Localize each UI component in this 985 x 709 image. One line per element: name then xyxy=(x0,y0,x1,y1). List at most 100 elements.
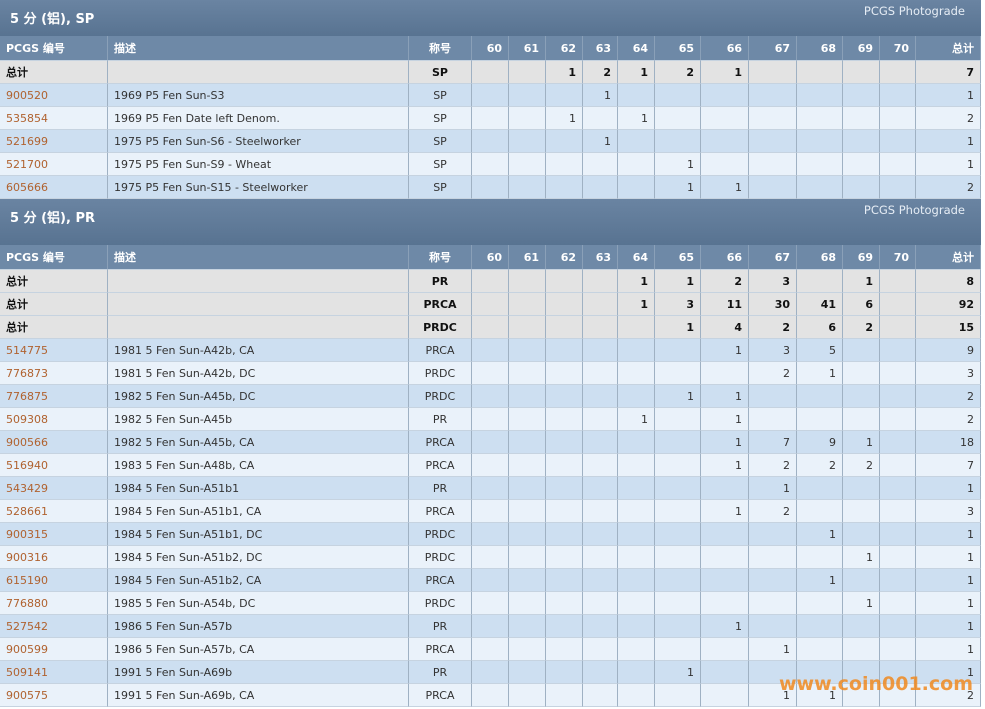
count xyxy=(546,431,583,454)
count: 1 xyxy=(916,153,981,176)
count: 1 xyxy=(916,592,981,615)
count xyxy=(618,316,655,339)
count xyxy=(655,592,701,615)
designation: PRCA xyxy=(409,500,472,523)
count: 1 xyxy=(618,107,655,130)
count xyxy=(880,615,916,638)
count xyxy=(618,431,655,454)
count: 18 xyxy=(916,431,981,454)
count xyxy=(472,546,509,569)
count xyxy=(618,362,655,385)
column-header: 61 xyxy=(509,36,546,61)
description: 1982 5 Fen Sun-A45b, DC xyxy=(108,385,409,408)
pcgs-number[interactable]: 509308 xyxy=(0,408,108,431)
designation: PRCA xyxy=(409,684,472,707)
count: 6 xyxy=(797,316,843,339)
pcgs-number[interactable]: 900566 xyxy=(0,431,108,454)
count xyxy=(509,61,546,84)
column-header: 67 xyxy=(749,36,797,61)
count xyxy=(509,130,546,153)
count xyxy=(618,339,655,362)
photograde-link[interactable]: PCGS Photograde xyxy=(863,4,965,18)
count xyxy=(701,661,749,684)
pcgs-number[interactable]: 543429 xyxy=(0,477,108,500)
count xyxy=(749,592,797,615)
photograde-link[interactable]: PCGS Photograde xyxy=(863,203,965,217)
count xyxy=(797,107,843,130)
count xyxy=(509,270,546,293)
count xyxy=(583,385,618,408)
count xyxy=(797,546,843,569)
count xyxy=(701,569,749,592)
count xyxy=(749,385,797,408)
count xyxy=(655,107,701,130)
pcgs-number[interactable]: 776873 xyxy=(0,362,108,385)
description: 1982 5 Fen Sun-A45b, CA xyxy=(108,431,409,454)
count: 2 xyxy=(797,454,843,477)
designation: PRCA xyxy=(409,638,472,661)
pcgs-number[interactable]: 605666 xyxy=(0,176,108,199)
designation: PRDC xyxy=(409,546,472,569)
count: 1 xyxy=(701,176,749,199)
pcgs-number[interactable]: 521700 xyxy=(0,153,108,176)
count xyxy=(509,569,546,592)
count xyxy=(880,684,916,707)
pcgs-number[interactable]: 776875 xyxy=(0,385,108,408)
pcgs-number[interactable]: 900575 xyxy=(0,684,108,707)
count xyxy=(583,569,618,592)
count: 1 xyxy=(916,661,981,684)
count: 1 xyxy=(618,408,655,431)
column-header: 描述 xyxy=(108,36,409,61)
description: 1969 P5 Fen Date left Denom. xyxy=(108,107,409,130)
description xyxy=(108,270,409,293)
count: 1 xyxy=(583,84,618,107)
count: 1 xyxy=(797,362,843,385)
description xyxy=(108,316,409,339)
count xyxy=(509,684,546,707)
column-header: 63 xyxy=(583,245,618,270)
count xyxy=(472,339,509,362)
pcgs-number[interactable]: 900316 xyxy=(0,546,108,569)
count xyxy=(618,523,655,546)
pcgs-number[interactable]: 516940 xyxy=(0,454,108,477)
count xyxy=(583,638,618,661)
count xyxy=(880,638,916,661)
pcgs-number[interactable]: 776880 xyxy=(0,592,108,615)
pcgs-number[interactable]: 900599 xyxy=(0,638,108,661)
description: 1983 5 Fen Sun-A48b, CA xyxy=(108,454,409,477)
count xyxy=(546,500,583,523)
pcgs-number[interactable]: 521699 xyxy=(0,130,108,153)
count xyxy=(749,546,797,569)
count xyxy=(618,84,655,107)
count: 15 xyxy=(916,316,981,339)
pcgs-number[interactable]: 509141 xyxy=(0,661,108,684)
pcgs-number[interactable]: 615190 xyxy=(0,569,108,592)
pcgs-number[interactable]: 900315 xyxy=(0,523,108,546)
count: 1 xyxy=(655,153,701,176)
count xyxy=(843,130,880,153)
designation: SP xyxy=(409,61,472,84)
count xyxy=(880,546,916,569)
pcgs-number[interactable]: 535854 xyxy=(0,107,108,130)
pcgs-number[interactable]: 900520 xyxy=(0,84,108,107)
count: 4 xyxy=(701,316,749,339)
count: 2 xyxy=(701,270,749,293)
count xyxy=(701,684,749,707)
pcgs-number[interactable]: 528661 xyxy=(0,500,108,523)
count xyxy=(655,454,701,477)
column-header: 63 xyxy=(583,36,618,61)
description: 1975 P5 Fen Sun-S6 - Steelworker xyxy=(108,130,409,153)
count xyxy=(797,84,843,107)
count: 1 xyxy=(916,546,981,569)
count xyxy=(797,153,843,176)
pcgs-number[interactable]: 527542 xyxy=(0,615,108,638)
count xyxy=(655,569,701,592)
count xyxy=(583,661,618,684)
count xyxy=(509,107,546,130)
count xyxy=(472,107,509,130)
count xyxy=(546,477,583,500)
pcgs-number[interactable]: 514775 xyxy=(0,339,108,362)
count: 1 xyxy=(843,270,880,293)
count xyxy=(509,615,546,638)
count xyxy=(655,523,701,546)
